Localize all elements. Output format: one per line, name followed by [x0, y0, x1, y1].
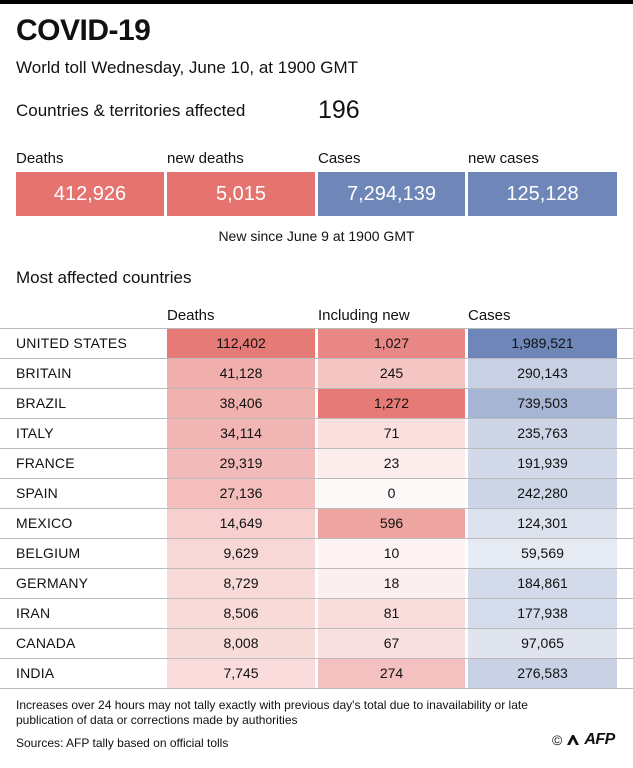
- country-label: BRITAIN: [16, 365, 72, 381]
- row-divider: [0, 508, 633, 509]
- country-label: BELGIUM: [16, 545, 81, 561]
- new-deaths-cell: 596: [318, 509, 465, 538]
- country-label: ITALY: [16, 425, 54, 441]
- row-divider: [0, 568, 633, 569]
- new-deaths-cell: 18: [318, 569, 465, 598]
- cases-cell: 59,569: [468, 539, 617, 568]
- new-deaths-cell: 245: [318, 359, 465, 388]
- afp-logo-icon: [567, 735, 580, 745]
- deaths-cell: 34,114: [167, 419, 315, 448]
- new-deaths-cell: 1,027: [318, 329, 465, 358]
- row-divider: [0, 328, 633, 329]
- row-divider: [0, 538, 633, 539]
- summary-box-deaths: 412,926: [16, 172, 164, 216]
- deaths-cell: 27,136: [167, 479, 315, 508]
- country-label: UNITED STATES: [16, 335, 127, 351]
- page-subtitle: World toll Wednesday, June 10, at 1900 G…: [16, 58, 359, 77]
- deaths-cell: 8,506: [167, 599, 315, 628]
- deaths-cell: 112,402: [167, 329, 315, 358]
- country-label: MEXICO: [16, 515, 73, 531]
- cases-cell: 235,763: [468, 419, 617, 448]
- summary-label-deaths: Deaths: [16, 150, 64, 167]
- country-label: GERMANY: [16, 575, 89, 591]
- row-divider: [0, 388, 633, 389]
- country-label: INDIA: [16, 665, 55, 681]
- cases-cell: 177,938: [468, 599, 617, 628]
- row-divider: [0, 688, 633, 689]
- deaths-cell: 14,649: [167, 509, 315, 538]
- countries-value: 196: [318, 96, 360, 124]
- countries-label: Countries & territories affected: [16, 101, 246, 120]
- cases-cell: 276,583: [468, 659, 617, 688]
- new-deaths-cell: 71: [318, 419, 465, 448]
- deaths-cell: 8,008: [167, 629, 315, 658]
- row-divider: [0, 478, 633, 479]
- deaths-cell: 8,729: [167, 569, 315, 598]
- cases-cell: 1,989,521: [468, 329, 617, 358]
- deaths-cell: 38,406: [167, 389, 315, 418]
- column-header-cases: Cases: [468, 307, 511, 324]
- cases-cell: 739,503: [468, 389, 617, 418]
- new-deaths-cell: 10: [318, 539, 465, 568]
- page-title: COVID-19: [16, 14, 151, 47]
- row-divider: [0, 658, 633, 659]
- summary-label-new-cases: new cases: [468, 150, 539, 167]
- cases-cell: 290,143: [468, 359, 617, 388]
- new-deaths-cell: 1,272: [318, 389, 465, 418]
- cases-cell: 97,065: [468, 629, 617, 658]
- country-label: CANADA: [16, 635, 76, 651]
- row-divider: [0, 628, 633, 629]
- deaths-cell: 9,629: [167, 539, 315, 568]
- country-label: SPAIN: [16, 485, 58, 501]
- cases-cell: 191,939: [468, 449, 617, 478]
- row-divider: [0, 418, 633, 419]
- new-deaths-cell: 81: [318, 599, 465, 628]
- summary-label-new-deaths: new deaths: [167, 150, 244, 167]
- deaths-cell: 41,128: [167, 359, 315, 388]
- new-deaths-cell: 67: [318, 629, 465, 658]
- country-label: IRAN: [16, 605, 51, 621]
- afp-credit: © AFP: [552, 731, 615, 749]
- source-note: Sources: AFP tally based on official tol…: [16, 736, 229, 750]
- row-divider: [0, 448, 633, 449]
- country-label: BRAZIL: [16, 395, 67, 411]
- row-divider: [0, 358, 633, 359]
- cases-cell: 242,280: [468, 479, 617, 508]
- country-label: FRANCE: [16, 455, 75, 471]
- cases-cell: 184,861: [468, 569, 617, 598]
- deaths-cell: 7,745: [167, 659, 315, 688]
- new-deaths-cell: 0: [318, 479, 465, 508]
- copyright-symbol: ©: [552, 732, 563, 748]
- footnote: Increases over 24 hours may not tally ex…: [16, 698, 528, 727]
- column-header-deaths: Deaths: [167, 307, 215, 324]
- new-deaths-cell: 23: [318, 449, 465, 478]
- afp-logo-text: AFP: [584, 731, 615, 748]
- summary-box-new-cases: 125,128: [468, 172, 617, 216]
- section-title: Most affected countries: [16, 268, 192, 287]
- deaths-cell: 29,319: [167, 449, 315, 478]
- row-divider: [0, 598, 633, 599]
- cases-cell: 124,301: [468, 509, 617, 538]
- new-deaths-cell: 274: [318, 659, 465, 688]
- summary-box-cases: 7,294,139: [318, 172, 465, 216]
- summary-note: New since June 9 at 1900 GMT: [218, 228, 415, 244]
- top-rule: [0, 0, 633, 4]
- column-header-new: Including new: [318, 307, 410, 324]
- summary-label-cases: Cases: [318, 150, 361, 167]
- summary-box-new-deaths: 5,015: [167, 172, 315, 216]
